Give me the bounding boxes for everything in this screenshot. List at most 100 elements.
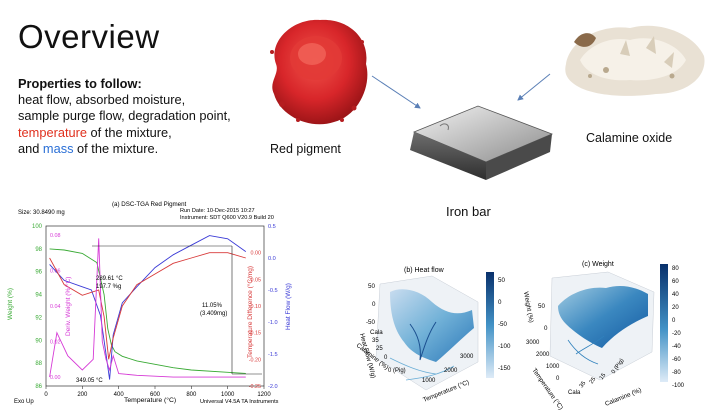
chart-a-annotation-loss-mg: (3.409mg)	[200, 311, 227, 317]
chart-c-colorbar	[660, 264, 668, 382]
chart-a-tempdiff-tick: -0.10	[249, 304, 261, 310]
chart-a-heatflow-tick: -0.5	[268, 288, 278, 294]
chart-a-instrument: Instrument: SDT Q600 V20.9 Build 20	[180, 215, 274, 221]
weight-3d-chart: (c) Weight Weight (%) 50 0 3000 2000 100…	[522, 261, 685, 410]
chart-b-xtick: 3000	[460, 354, 474, 360]
chart-a-tempdiff-tick: 0.00	[251, 251, 262, 257]
chart-b-xtick: 1000	[422, 378, 436, 384]
chart-a-series-temperature-difference	[49, 252, 246, 360]
chart-b-ytick: 0 (Pig)	[388, 368, 406, 374]
chart-c-colorbar-tick: -40	[672, 344, 681, 350]
chart-a-weight-tick: 86	[35, 384, 42, 390]
heat-flow-3d-chart: (b) Heat flow Heat Flow (W/g) 50 0 -50 C…	[355, 267, 511, 404]
chart-b-xtick: 2000	[444, 368, 458, 374]
arrows	[371, 73, 551, 109]
chart-a-xlabel: Temperature (°C)	[124, 396, 176, 404]
red-pigment-caption: Red pigment	[270, 142, 341, 156]
chart-b-colorbar	[486, 272, 494, 378]
chart-a-title: (a) DSC-TGA Red Pigment	[112, 201, 187, 208]
chart-a-weight-tick: 88	[35, 361, 42, 367]
chart-c-xtick: 25	[589, 376, 598, 385]
slide-title: Overview	[18, 18, 160, 55]
chart-a-tempdiff-tick: -0.20	[249, 357, 261, 363]
temperature-highlight: temperature	[18, 124, 87, 140]
chart-a-annotation-peak-c: 289.61 °C	[96, 276, 123, 282]
chart-c-xtick: 35	[579, 380, 588, 389]
chart-c-colorbar-tick: -100	[672, 383, 685, 389]
chart-c-ytick: 1000	[546, 364, 560, 370]
properties-line: temperature of the mixture,	[18, 124, 172, 140]
chart-a-heatflow-tick: 0.0	[268, 256, 276, 262]
chart-a-xtick-label: 1000	[221, 392, 235, 398]
chart-b-title: (b) Heat flow	[404, 267, 445, 274]
chart-b-ytick: 0	[384, 355, 388, 361]
chart-c-xtick: 15	[599, 372, 608, 381]
chart-c-ytick: 3000	[526, 340, 540, 346]
chart-c-surface	[558, 286, 648, 348]
properties-line: heat flow, absorbed moisture,	[18, 92, 186, 108]
arrow-from-calamine	[517, 73, 551, 101]
chart-c-contours	[567, 335, 605, 365]
chart-c-ztick: 0	[544, 325, 548, 332]
chart-a-deriv-label: Deriv. Weight (%/°C)	[64, 277, 72, 336]
chart-c-colorbar-tick: 0	[672, 318, 676, 324]
chart-a-annotation-loss-pct: 11.05%	[202, 303, 223, 309]
chart-a-heatflow-tick: -1.5	[268, 352, 278, 358]
chart-c-title: (c) Weight	[582, 261, 614, 268]
chart-a-weight-tick: 92	[35, 315, 42, 321]
chart-a-weight-label: Weight (%)	[7, 288, 14, 320]
chart-a-series-deriv-weight	[49, 238, 246, 378]
chart-a-weight-tick: 94	[35, 293, 42, 299]
chart-b-colorbar-tick: -150	[498, 365, 511, 372]
chart-a-heatflow-label: Heat Flow (W/g)	[285, 283, 292, 330]
chart-b-colorbar-tick: -50	[498, 321, 508, 328]
chart-a-xtick-label: 200	[77, 392, 88, 398]
chart-c-colorbar-tick: 20	[672, 305, 679, 311]
iron-bar-image	[410, 105, 554, 180]
chart-b-ytick: 35	[372, 338, 379, 344]
chart-c-colorbar-tick: -60	[672, 357, 681, 363]
chart-a-run-date: Run Date: 10-Dec-2015 10:27	[180, 208, 255, 214]
chart-c-colorbar-tick: 40	[672, 292, 679, 298]
chart-a-heatflow-tick: -2.0	[268, 384, 278, 390]
chart-a-tempdiff-label: Temperature Difference (°C/mg)	[246, 266, 254, 358]
chart-b-ylabel2: Cala	[370, 329, 383, 336]
calamine-oxide-image	[565, 25, 705, 96]
chart-a-annotation-min-c: 349.05 °C	[76, 378, 103, 384]
chart-c-colorbar-tick: 60	[672, 279, 679, 285]
chart-a-sample-size: Size: 30.8490 mg	[18, 210, 65, 216]
chart-a-heatflow-tick: 0.5	[268, 224, 276, 230]
chart-a-deriv-tick: 0.08	[50, 233, 61, 239]
chart-a-exo-up: Exo Up	[14, 399, 34, 405]
red-pigment-image	[270, 19, 368, 125]
chart-b-ytick: 25	[376, 346, 383, 352]
chart-c-colorbar-tick: 80	[672, 266, 679, 272]
chart-a-deriv-tick: 0.00	[50, 375, 61, 381]
chart-a-weight-tick: 98	[35, 247, 42, 253]
chart-a-footer: Universal V4.5A TA Instruments	[200, 399, 279, 405]
chart-c-colorbar-tick: -20	[672, 331, 681, 337]
chart-c-xlabel: Calamine (%)	[604, 387, 643, 408]
chart-b-ztick: -50	[366, 319, 376, 326]
chart-c-ylabel2: Cala	[568, 390, 581, 396]
properties-heading: Properties to follow:	[18, 76, 142, 91]
chart-a-tempdiff-tick: -0.05	[249, 277, 261, 283]
chart-a-plot-area	[45, 225, 265, 387]
chart-b-ztick: 0	[372, 301, 376, 308]
chart-a-tempdiff-tick: -0.25	[249, 384, 261, 390]
chart-c-zlabel: Weight (%)	[522, 291, 534, 323]
calamine-oxide-caption: Calamine oxide	[586, 131, 673, 145]
iron-bar-caption: Iron bar	[446, 204, 491, 219]
chart-c-ylabel: Temperature (°C)	[530, 367, 565, 410]
chart-a-deriv-tick: 0.04	[50, 304, 61, 310]
chart-a-heatflow-tick: -1.0	[268, 320, 278, 326]
mass-highlight: mass	[42, 140, 74, 156]
chart-a-xtick-label: 0	[44, 392, 48, 398]
chart-b-colorbar-tick: -100	[498, 343, 511, 350]
chart-b-trough	[409, 321, 437, 361]
chart-a-annotation-peak-pct: 197.7 %g	[96, 284, 121, 290]
chart-a-weight-tick: 96	[35, 270, 42, 276]
chart-c-ytick: 0	[556, 376, 560, 382]
chart-a-xtick-label: 400	[114, 392, 125, 398]
properties-line: sample purge flow, degradation point,	[18, 108, 231, 124]
